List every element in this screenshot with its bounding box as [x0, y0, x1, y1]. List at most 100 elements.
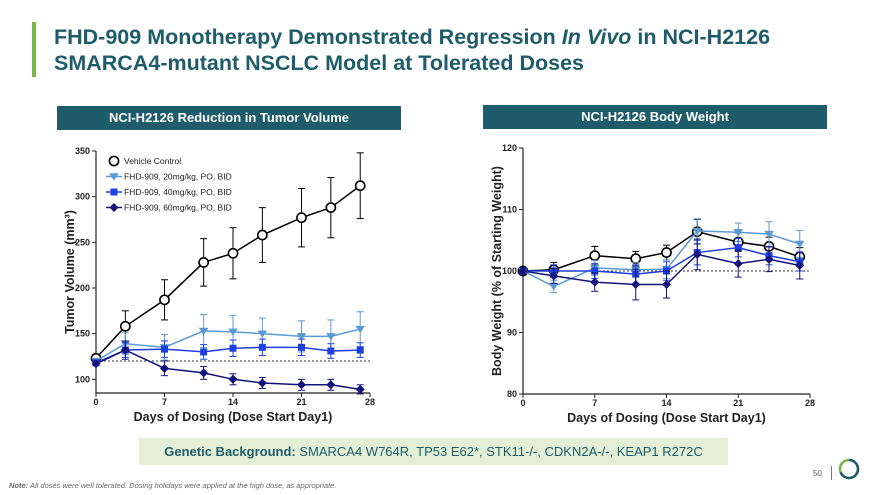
company-logo-icon — [838, 458, 860, 480]
data-point — [159, 294, 170, 306]
genetic-background-box: Genetic Background: SMARCA4 W764R, TP53 … — [139, 438, 728, 465]
data-point — [297, 380, 306, 390]
data-point — [120, 345, 130, 355]
weight-chart: 80 90 100 110 120 0 7 14 21 28 Days of Dosing (Dos… — [490, 143, 815, 425]
data-point — [227, 247, 239, 259]
weight-x-tick-label: 14 — [661, 398, 671, 408]
data-point — [549, 271, 559, 281]
weight-series-1 — [518, 218, 805, 294]
data-point — [296, 333, 307, 341]
tumor-series-2 — [92, 338, 364, 367]
footnote-label: Note: — [9, 481, 29, 490]
tumor-y-tick-label: 200 — [75, 283, 90, 293]
data-point — [356, 346, 364, 354]
body-weight-panel-header: NCI-H2126 Body Weight — [483, 105, 827, 129]
data-point — [518, 266, 528, 276]
data-point — [256, 229, 268, 241]
tumor-legend: Vehicle Control FHD-909, 20mg/kg, PO, BID… — [106, 155, 232, 213]
data-point — [327, 347, 335, 355]
data-point — [198, 327, 209, 336]
data-point — [161, 345, 168, 353]
tumor-x-tick-label: 0 — [93, 397, 98, 407]
data-point — [692, 249, 702, 259]
tumor-x-tick-label: 21 — [296, 397, 306, 407]
tumor-x-tick-label: 28 — [365, 397, 375, 407]
weight-x-tick-label: 28 — [805, 398, 815, 408]
weight-y-tick-label: 110 — [502, 205, 517, 215]
tumor-y-tick-label: 350 — [75, 146, 90, 156]
page-number: 50 — [813, 469, 822, 478]
data-point — [91, 359, 101, 369]
data-point — [589, 250, 601, 262]
title-text-italic: In Vivo — [561, 25, 632, 49]
legend-label: FHD-909, 40mg/kg, PO, BID — [124, 187, 232, 197]
data-point — [591, 267, 599, 275]
weight-x-axis-label: Days of Dosing (Dose Start Day1) — [567, 411, 766, 425]
tumor-volume-panel-header: NCI-H2126 Reduction in Tumor Volume — [57, 106, 401, 130]
title-text-1: FHD-909 Monotherapy Demonstrated Regress… — [54, 25, 562, 49]
data-point — [258, 343, 266, 351]
data-point — [119, 320, 131, 332]
data-point — [355, 384, 365, 394]
tumor-y-tick-label: 300 — [75, 192, 90, 202]
data-point — [326, 333, 336, 341]
data-point — [355, 325, 366, 334]
data-point — [631, 280, 641, 290]
tumor-y-axis-label: Tumor Volume (mm³) — [63, 210, 77, 334]
data-point — [794, 240, 805, 249]
data-point — [734, 244, 742, 252]
genetic-background-label: Genetic Background: — [164, 444, 296, 459]
data-point — [661, 247, 672, 258]
data-point — [733, 259, 743, 269]
weight-series-0 — [517, 218, 806, 278]
data-point — [229, 344, 237, 352]
weight-y-tick-label: 100 — [502, 266, 517, 276]
tumor-chart: 100 150 200 250 300 350 0 7 14 21 28 Days of Dosing… — [63, 146, 375, 424]
legend-marker — [108, 155, 120, 167]
legend-marker — [109, 203, 119, 212]
page-separator — [831, 466, 832, 480]
weight-x-tick-label: 21 — [733, 398, 743, 408]
data-point — [298, 343, 305, 351]
tumor-x-tick-label: 7 — [162, 397, 167, 407]
tumor-series-0 — [90, 152, 366, 364]
data-point — [590, 277, 600, 287]
data-point — [326, 380, 336, 390]
footnote: Note: All doses were well tolerated. Dos… — [9, 481, 336, 490]
tumor-series-1 — [91, 311, 366, 366]
legend-label: FHD-909, 60mg/kg, PO, BID — [124, 203, 232, 213]
legend-marker — [110, 188, 118, 196]
data-point — [198, 257, 210, 268]
tumor-y-tick-label: 150 — [75, 329, 90, 339]
data-point — [228, 374, 238, 384]
weight-y-tick-label: 80 — [507, 389, 517, 399]
data-point — [160, 363, 169, 373]
title-text-2: in NCI-H2126 — [631, 25, 771, 49]
weight-y-tick-label: 90 — [507, 328, 517, 338]
weight-y-tick-label: 120 — [502, 143, 517, 153]
weight-x-tick-label: 7 — [592, 398, 597, 408]
data-point — [200, 348, 208, 356]
data-point — [764, 230, 774, 239]
title-text-line2: SMARCA4-mutant NSCLC Model at Tolerated … — [54, 51, 584, 75]
weight-x-tick-label: 0 — [520, 398, 525, 408]
data-point — [733, 229, 744, 237]
series-line — [95, 328, 361, 362]
data-point — [228, 328, 238, 337]
data-point — [257, 378, 267, 388]
data-point — [354, 180, 366, 192]
data-point — [257, 330, 268, 338]
weight-y-axis-label: Body Weight (% of Starting Weight) — [490, 166, 504, 376]
weight-series-3 — [518, 238, 805, 301]
tumor-x-tick-label: 14 — [228, 397, 238, 407]
data-point — [296, 212, 307, 224]
data-point — [795, 260, 805, 270]
data-point — [325, 202, 337, 214]
legend-label: Vehicle Control — [124, 156, 181, 166]
data-point — [548, 283, 559, 291]
tumor-series-3 — [91, 340, 365, 395]
tumor-y-tick-label: 250 — [75, 237, 90, 247]
genetic-background-value: SMARCA4 W764R, TP53 E62*, STK11-/-, CDKN… — [295, 444, 703, 459]
data-point — [662, 280, 671, 290]
